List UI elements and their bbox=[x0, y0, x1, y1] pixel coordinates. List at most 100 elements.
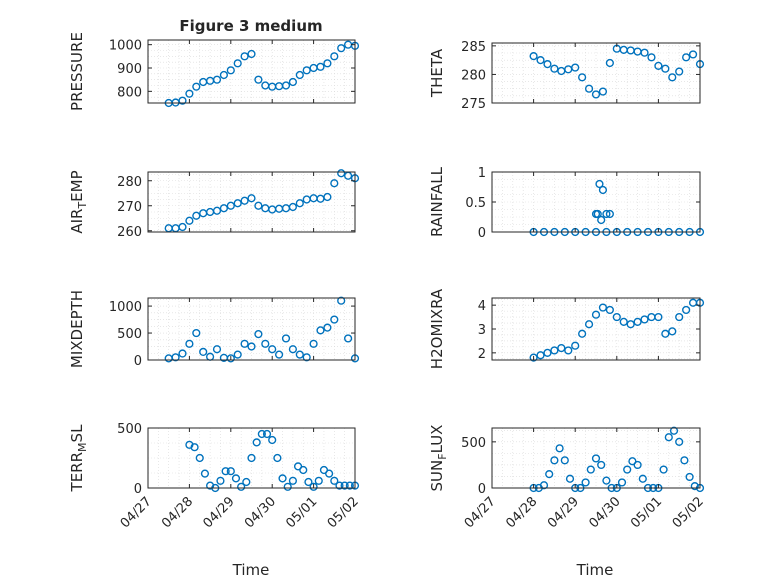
data-point bbox=[295, 350, 304, 359]
y-axis-label: MIXDEPTH bbox=[68, 290, 86, 368]
data-point bbox=[536, 56, 545, 65]
data-point bbox=[219, 204, 229, 213]
panel-3: 260 270 280 AIRTEMP bbox=[68, 169, 360, 240]
x-axis-label-left: Time bbox=[232, 561, 270, 579]
data-point bbox=[688, 50, 698, 59]
data-point bbox=[555, 444, 564, 453]
data-point bbox=[302, 353, 311, 362]
y-tick-label: 500 bbox=[117, 327, 142, 342]
data-point bbox=[212, 75, 222, 84]
data-point bbox=[178, 222, 187, 232]
data-point bbox=[240, 196, 249, 205]
data-point bbox=[268, 345, 277, 354]
y-tick-label: 1000 bbox=[109, 300, 142, 315]
x-tick-label: 04/30 bbox=[587, 494, 624, 531]
y-tick-label: 3 bbox=[478, 323, 486, 338]
data-point bbox=[682, 53, 691, 62]
data-point bbox=[545, 470, 554, 479]
data-point bbox=[240, 339, 249, 348]
data-point bbox=[330, 52, 339, 61]
data-point bbox=[219, 70, 229, 80]
data-point bbox=[565, 474, 575, 483]
data-point bbox=[316, 62, 325, 71]
y-tick-label: 280 bbox=[117, 175, 142, 190]
data-point bbox=[602, 209, 611, 219]
data-point bbox=[661, 329, 670, 338]
y-axis-label: AIRTEMP bbox=[68, 170, 89, 233]
data-point bbox=[680, 456, 689, 465]
y-axis-label: RAINFALL bbox=[428, 166, 446, 237]
data-point bbox=[584, 320, 594, 329]
data-point bbox=[623, 465, 632, 474]
data-point bbox=[543, 348, 552, 357]
data-point bbox=[309, 482, 318, 491]
panel-2: 275 280 285 THETA bbox=[428, 40, 705, 112]
data-point bbox=[185, 89, 194, 98]
data-point bbox=[529, 353, 538, 362]
data-point bbox=[612, 312, 621, 322]
data-point bbox=[247, 49, 256, 59]
data-point bbox=[591, 90, 601, 99]
data-point bbox=[178, 349, 187, 358]
data-point bbox=[675, 67, 684, 76]
y-tick-label: 0.5 bbox=[465, 196, 486, 211]
y-tick-label: 900 bbox=[117, 62, 142, 77]
data-point bbox=[337, 169, 346, 178]
data-point bbox=[247, 194, 256, 203]
y-tick-label: 0 bbox=[478, 226, 486, 241]
data-point bbox=[605, 305, 614, 315]
y-axis-label: H2OMIXRA bbox=[428, 288, 446, 369]
data-point bbox=[633, 317, 642, 326]
data-point bbox=[619, 317, 628, 326]
data-point bbox=[584, 84, 594, 93]
data-point bbox=[638, 474, 647, 483]
data-point bbox=[564, 346, 573, 355]
y-tick-label: 1 bbox=[478, 166, 486, 181]
data-point bbox=[685, 472, 694, 482]
axes-box bbox=[147, 427, 356, 489]
data-point bbox=[314, 476, 323, 485]
data-point bbox=[237, 482, 246, 491]
data-point bbox=[233, 199, 242, 208]
x-tick-label: 05/02 bbox=[325, 494, 362, 531]
y-tick-label: 0 bbox=[134, 354, 142, 369]
panel-4: 0 0.5 1 RAINFALL bbox=[428, 166, 705, 241]
y-axis-label: SUNFLUX bbox=[428, 425, 449, 492]
data-point bbox=[242, 477, 251, 487]
data-point bbox=[539, 481, 549, 490]
data-point bbox=[668, 327, 677, 336]
data-point bbox=[550, 64, 559, 73]
data-point bbox=[690, 482, 699, 491]
data-point bbox=[675, 437, 684, 446]
x-tick-label: 05/01 bbox=[628, 494, 665, 531]
data-point bbox=[185, 339, 194, 348]
panel-6: 2 3 4 H2OMIXRA bbox=[428, 288, 705, 369]
x-tick-label: 04/27 bbox=[118, 494, 155, 531]
panel-7: 0 500 04/27 04/28 04/29 04/30 05/01 05/02 TERRMS… bbox=[68, 422, 362, 531]
data-point bbox=[598, 87, 608, 96]
y-tick-label: 280 bbox=[461, 68, 486, 83]
data-point bbox=[288, 345, 298, 354]
x-tick-label: 04/29 bbox=[201, 494, 238, 531]
data-point bbox=[337, 44, 346, 53]
figure-title: Figure 3 medium bbox=[179, 17, 322, 35]
data-point bbox=[254, 201, 263, 210]
data-point bbox=[190, 443, 199, 452]
data-point bbox=[337, 296, 346, 305]
data-point bbox=[247, 342, 256, 351]
data-point bbox=[633, 460, 642, 470]
data-point bbox=[195, 453, 204, 463]
y-tick-label: 270 bbox=[117, 200, 142, 215]
data-point bbox=[597, 215, 606, 225]
y-tick-label: 500 bbox=[117, 422, 142, 437]
data-point bbox=[597, 460, 606, 470]
data-point bbox=[340, 481, 349, 490]
data-point bbox=[578, 329, 587, 338]
data-point bbox=[605, 209, 614, 219]
data-point bbox=[268, 435, 277, 445]
data-point bbox=[281, 334, 291, 343]
data-point bbox=[617, 478, 627, 487]
x-tick-label: 04/29 bbox=[545, 494, 582, 531]
data-point bbox=[640, 48, 649, 57]
data-point bbox=[192, 328, 201, 338]
